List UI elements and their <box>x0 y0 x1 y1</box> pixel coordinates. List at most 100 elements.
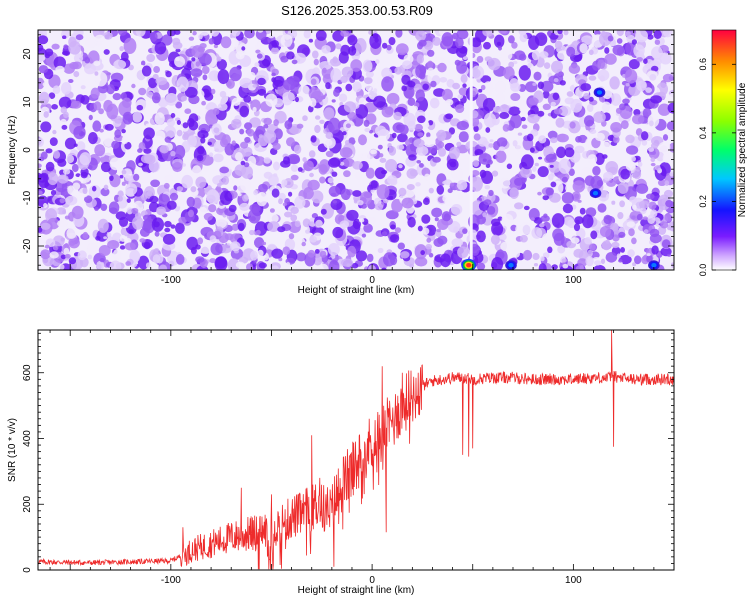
heatmap-cell <box>121 181 126 186</box>
heatmap-cell <box>531 227 543 239</box>
heatmap-cell <box>322 67 327 74</box>
heatmap-cell <box>539 223 545 228</box>
heatmap-cell <box>390 234 400 243</box>
heatmap-cell <box>298 85 310 98</box>
heatmap-cell <box>401 197 414 209</box>
heatmap-cell <box>84 195 93 203</box>
heatmap-cell <box>219 244 233 254</box>
heatmap-cell <box>69 240 76 246</box>
colorbar-tick-label: 0.6 <box>698 58 708 71</box>
heatmap-cell <box>264 76 269 81</box>
heatmap-cell <box>51 43 60 50</box>
heatmap-cell <box>217 183 222 187</box>
heatmap-cell <box>103 49 110 55</box>
heatmap-cell <box>514 202 524 210</box>
heatmap-cell <box>636 57 643 62</box>
heatmap-cell <box>82 231 89 240</box>
heatmap-cell <box>531 50 540 61</box>
heatmap-cell <box>284 120 293 130</box>
heatmap-cell <box>219 190 233 206</box>
heatmap-cell <box>374 167 386 180</box>
heatmap-cell <box>517 132 523 136</box>
heatmap-cell <box>588 244 596 251</box>
heatmap-cell <box>325 150 334 158</box>
heatmap-cell <box>235 261 245 269</box>
heatmap-cell <box>192 31 197 36</box>
heatmap-cell <box>490 234 500 245</box>
heatmap-cell <box>571 191 581 202</box>
heatmap-cell <box>427 60 434 69</box>
heatmap-cell <box>52 235 65 247</box>
heatmap-cell <box>453 226 459 233</box>
heatmap-cell <box>445 113 454 120</box>
heatmap-cell <box>38 77 45 90</box>
heatmap-cell <box>328 260 340 270</box>
heatmap-cell <box>511 41 518 49</box>
heatmap-cell <box>556 133 569 143</box>
heatmap-cell <box>417 115 426 124</box>
heatmap-cell <box>152 254 161 264</box>
heatmap-cell <box>499 112 510 119</box>
heatmap-cell <box>204 166 209 173</box>
x-tick-label: 100 <box>565 575 582 586</box>
heatmap-cell <box>587 154 598 165</box>
heatmap-cell <box>397 133 408 143</box>
heatmap-cell <box>238 209 243 214</box>
heatmap-cell <box>375 125 387 136</box>
heatmap-cell <box>313 58 319 66</box>
heatmap-cell <box>407 120 416 131</box>
heatmap-cell <box>494 34 505 48</box>
heatmap-x-label: Height of straight line (km) <box>298 285 415 296</box>
heatmap-cell <box>420 250 426 256</box>
heatmap-cell <box>267 221 280 233</box>
heatmap-cell <box>71 163 79 173</box>
heatmap-cell <box>427 49 435 57</box>
heatmap-cell <box>121 129 126 134</box>
heatmap-cell <box>145 262 151 269</box>
heatmap-cell <box>208 38 215 45</box>
heatmap-cell <box>393 111 402 121</box>
heatmap-cell <box>485 163 491 168</box>
heatmap-cell <box>109 175 114 182</box>
heatmap-cell <box>498 146 506 152</box>
chart-title: S126.2025.353.00.53.R09 <box>281 3 433 18</box>
heatmap-cell <box>156 206 167 216</box>
heatmap-cell <box>441 88 453 101</box>
heatmap-cell <box>231 97 241 106</box>
heatmap-cell <box>415 30 427 42</box>
heatmap-cell <box>456 179 468 191</box>
heatmap-cell <box>314 124 321 134</box>
heatmap-cell <box>552 92 560 101</box>
heatmap-cell <box>623 212 630 220</box>
heatmap-cell <box>482 97 496 112</box>
heatmap-cell <box>551 264 558 270</box>
snr-x-label: Height of straight line (km) <box>298 585 415 596</box>
heatmap-cell <box>253 156 266 166</box>
heatmap-cell <box>379 153 384 158</box>
heatmap-cell <box>646 254 653 263</box>
x-tick-label: -100 <box>161 275 181 286</box>
heatmap-cell <box>79 152 92 166</box>
heatmap-cell <box>667 253 672 257</box>
heatmap-cell <box>480 75 492 84</box>
heatmap-cell <box>539 51 549 59</box>
heatmap-cell <box>498 30 509 35</box>
heatmap-cell <box>244 122 253 130</box>
heatmap-cell <box>519 107 524 112</box>
heatmap-cell <box>119 174 124 179</box>
heatmap-cell <box>388 37 396 46</box>
heatmap-cell <box>38 173 49 183</box>
heatmap-cell <box>138 171 152 184</box>
heatmap-cell <box>402 60 413 70</box>
heatmap-cell <box>407 216 416 228</box>
heatmap-cell <box>233 185 238 191</box>
heatmap-cell <box>653 30 662 39</box>
heatmap-cell <box>611 241 620 249</box>
heatmap-cell <box>562 203 574 214</box>
heatmap-cell <box>163 182 170 189</box>
heatmap-cell <box>498 46 502 51</box>
heatmap-cell <box>352 81 362 93</box>
heatmap-cell <box>620 247 625 253</box>
heatmap-cell <box>617 182 629 194</box>
heatmap-cell <box>282 246 291 255</box>
